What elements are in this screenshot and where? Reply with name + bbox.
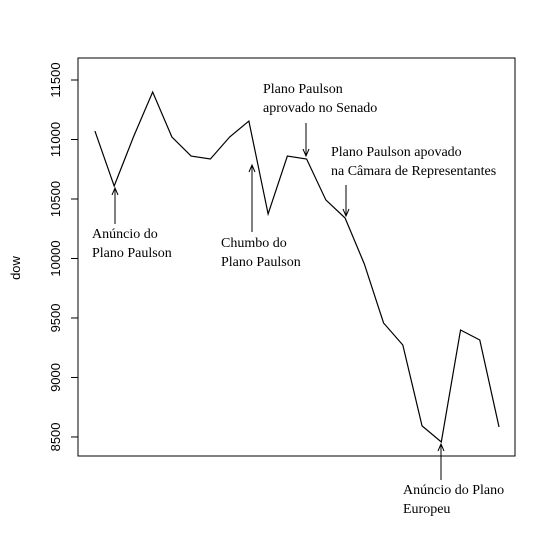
y-tick-label: 8500 [48, 423, 63, 452]
y-tick-label: 9500 [48, 304, 63, 333]
y-tick-label: 10500 [48, 181, 63, 217]
annotation: Plano Paulson [221, 255, 301, 270]
annotation: Anúncio do Plano [403, 483, 504, 498]
y-axis-label: dow [8, 255, 23, 279]
line [94, 90, 500, 444]
annotation: Europeu [403, 502, 450, 517]
annotation: Chumbo do [221, 236, 287, 251]
y-tick-label: 10000 [48, 240, 63, 276]
annotation: na Câmara de Representantes [331, 164, 496, 179]
annotation: Plano Paulson [92, 246, 172, 261]
y-tick-label: 11500 [48, 62, 63, 97]
annotation: Anúncio do [92, 227, 158, 242]
y-tick-label: 11000 [48, 122, 63, 157]
arrows [111, 123, 445, 480]
annotation: aprovado no Senado [263, 101, 377, 116]
y-tick-label: 9000 [48, 363, 63, 392]
annotation: Plano Paulson [263, 82, 343, 97]
annotation: Plano Paulson apovado [331, 145, 462, 160]
